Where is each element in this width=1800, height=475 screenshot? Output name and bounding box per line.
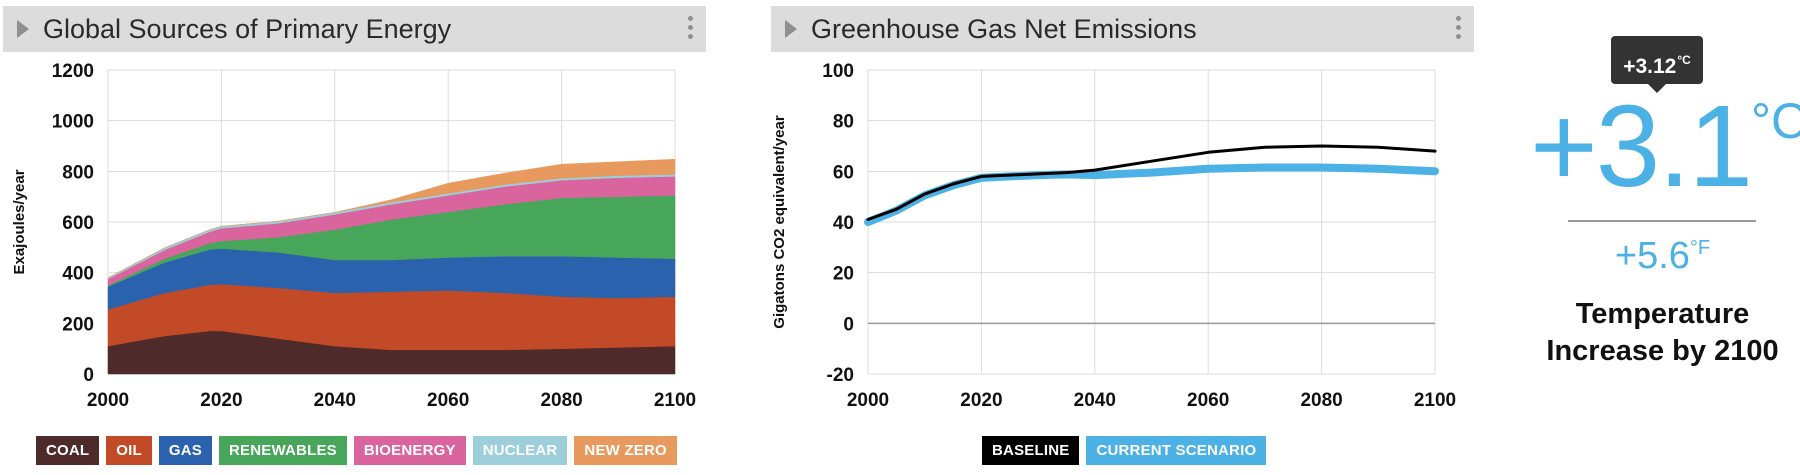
y-tick-label: 800 [62,162,94,183]
expand-caret-icon[interactable] [785,20,797,38]
temperature-tooltip: +3.12°C [1611,36,1703,93]
legend-item-baseline[interactable]: BASELINE [982,436,1080,465]
x-tick-label: 2020 [960,390,1002,411]
x-tick-label: 2060 [1187,390,1229,411]
x-tick-label: 2100 [654,390,696,411]
energy-panel-header: Global Sources of Primary Energy [3,6,706,52]
x-tick-label: 2040 [314,390,356,411]
y-tick-label: 1200 [52,61,94,82]
y-axis-label: Exajoules/year [11,169,28,274]
emissions-panel-title: Greenhouse Gas Net Emissions [811,14,1197,44]
y-tick-label: 1000 [52,112,94,133]
tooltip-unit: °C [1677,53,1691,67]
legend-item-nuclear[interactable]: NUCLEAR [472,436,568,465]
energy-panel-title: Global Sources of Primary Energy [43,14,452,44]
legend-item-bioenergy[interactable]: BIOENERGY [353,436,466,465]
y-axis-label: Gigatons CO2 equivalent/year [771,115,788,329]
tooltip-value: +3.12 [1623,55,1677,78]
y-tick-label: 600 [62,213,94,234]
fahrenheit-value: +5.6 [1614,235,1690,277]
emissions-legend: BASELINE CURRENT SCENARIO [982,436,1267,465]
y-tick-label: 200 [62,314,94,335]
energy-stacked-area-chart: 0 200 400 600 800 1000 1200 2000 2020 2040 2060 208… [11,61,696,411]
x-tick-label: 2100 [1414,390,1456,411]
y-tick-label: 60 [833,162,854,183]
emissions-panel-header: Greenhouse Gas Net Emissions [771,6,1474,52]
x-tick-label: 2020 [200,390,242,411]
x-tick-label: 2080 [540,390,582,411]
y-tick-label: 100 [822,61,854,82]
celsius-readout: +3.1°C [1530,82,1800,233]
energy-legend: COAL OIL GAS RENEWABLES BIOENERGY NUCLEAR NEW … [36,436,677,465]
line-baseline [866,144,1437,221]
area-new-zero [107,158,676,278]
line-current-scenario [864,163,1439,226]
legend-item-renewables[interactable]: RENEWABLES [219,436,347,465]
x-tick-label: 2000 [87,390,129,411]
legend-item-gas[interactable]: GAS [158,436,213,465]
x-tick-label: 2060 [427,390,469,411]
celsius-unit: °C [1751,93,1800,149]
y-tick-label: 80 [833,112,854,133]
legend-item-new-zero[interactable]: NEW ZERO [574,436,677,465]
y-tick-label: 40 [833,213,854,234]
more-options-icon[interactable] [686,16,694,44]
temperature-summary: +3.12°C +3.1°C +5.6°F Temperature Increa… [1520,0,1800,475]
temperature-caption: Temperature Increase by 2100 [1546,298,1779,367]
y-tick-label: 400 [62,264,94,285]
x-tick-label: 2080 [1300,390,1342,411]
legend-item-coal[interactable]: COAL [36,436,100,465]
y-tick-label: 0 [843,314,854,335]
y-tick-label: 20 [833,264,854,285]
y-tick-label: -20 [827,365,854,386]
legend-item-oil[interactable]: OIL [106,436,152,465]
y-tick-label: 0 [83,365,94,386]
x-tick-label: 2040 [1074,390,1116,411]
fahrenheit-readout: +5.6°F [1520,232,1800,286]
legend-item-current-scenario[interactable]: CURRENT SCENARIO [1086,436,1267,465]
divider [1568,220,1756,222]
fahrenheit-unit: °F [1689,237,1711,259]
celsius-value: +3.1 [1530,81,1753,211]
x-tick-label: 2000 [847,390,889,411]
more-options-icon[interactable] [1454,16,1462,44]
expand-caret-icon[interactable] [17,20,29,38]
